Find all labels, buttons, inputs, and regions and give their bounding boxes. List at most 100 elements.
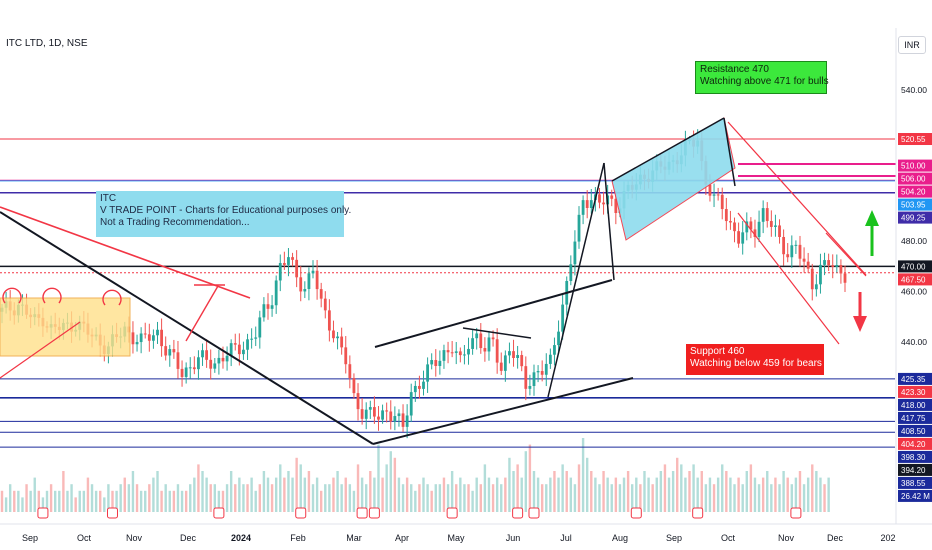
candle-body — [598, 194, 601, 203]
support-note: Support 460 Watching below 459 for bears — [686, 344, 824, 375]
candle-body — [143, 333, 147, 335]
bear-arrow-head — [853, 316, 867, 332]
volume-bar — [512, 471, 515, 512]
volume-bar — [569, 477, 573, 512]
candle-body — [790, 245, 794, 258]
pattern-circle — [102, 289, 122, 306]
volume-bar — [176, 484, 180, 512]
range-inner-line — [0, 321, 81, 379]
price-level-badge — [898, 437, 932, 450]
candle-body — [139, 333, 143, 343]
candle-body — [487, 337, 491, 352]
volume-bar — [319, 490, 323, 512]
candle-body — [385, 410, 389, 412]
time-tick-label: Dec — [180, 533, 197, 543]
volume-bar — [33, 477, 36, 512]
earnings-marker — [295, 507, 307, 519]
candle-body — [327, 310, 331, 331]
volume-bar — [471, 490, 474, 512]
drawings — [0, 117, 896, 445]
volume-bar — [225, 484, 229, 512]
down-channel-lower — [737, 212, 840, 345]
volume-bar — [8, 484, 12, 512]
price-level-badge — [898, 273, 932, 286]
earnings-marker — [512, 507, 524, 519]
volume-bar — [291, 477, 294, 512]
candle-body — [201, 350, 204, 358]
volume-bar — [274, 477, 278, 512]
volume-bar — [189, 484, 192, 512]
volume-bar — [794, 477, 798, 512]
pattern-circle — [2, 287, 22, 304]
volume-bar — [418, 484, 421, 512]
time-tick-label: 202 — [880, 533, 895, 543]
earnings-marker — [37, 507, 49, 519]
candle-body — [192, 367, 196, 370]
candle-body — [164, 346, 168, 356]
candle-body — [389, 411, 393, 422]
volume-bar — [737, 477, 740, 512]
candle-body — [405, 415, 409, 427]
volume-bar — [369, 471, 372, 512]
candle-body — [266, 304, 270, 309]
volume-bar — [21, 497, 24, 512]
candle-body — [287, 257, 290, 265]
price-level-label: 470.00 — [901, 262, 926, 271]
time-tick-label: Oct — [77, 533, 92, 543]
candle-body — [438, 360, 442, 366]
price-tick-label: 480.00 — [901, 236, 927, 246]
volume-bar — [328, 484, 331, 512]
candle-body — [332, 330, 335, 339]
candle-body — [352, 378, 356, 394]
candle-body — [794, 244, 798, 246]
candle-body — [233, 343, 237, 345]
volume-bar — [516, 464, 519, 512]
earnings-marker — [213, 507, 225, 519]
volume-bar — [70, 484, 73, 512]
volume-bar — [119, 484, 122, 512]
time-tick-label: Mar — [346, 533, 362, 543]
candle-body — [786, 254, 790, 258]
volume-bar — [573, 484, 577, 512]
short-trendline — [462, 327, 532, 339]
candle-body — [454, 351, 458, 353]
volume-bar — [336, 471, 339, 512]
price-axis: 540.00 480.00 460.00 440.00 520.55 510.00 506.… — [895, 28, 932, 524]
candle-body — [274, 280, 278, 306]
volume-bar — [639, 484, 642, 512]
volume-bar — [708, 477, 712, 512]
candle-body — [720, 194, 724, 210]
candle-body — [827, 260, 831, 266]
candle-body — [221, 357, 225, 362]
candle-body — [229, 343, 233, 356]
volume-bar — [217, 490, 221, 512]
candle-body — [499, 362, 503, 371]
volume-bar — [520, 477, 523, 512]
volume-bar — [0, 490, 4, 512]
candle-body — [557, 331, 560, 346]
candle-body — [197, 357, 200, 370]
volume-bar — [389, 451, 392, 512]
candle-body — [536, 371, 540, 373]
volume-bar — [365, 484, 368, 512]
volume-bar — [684, 477, 687, 512]
candle-body — [381, 410, 384, 420]
volume-bar — [348, 484, 352, 512]
volume-bar — [287, 471, 290, 512]
down-channel-upper — [727, 121, 867, 276]
currency-button[interactable]: INR — [898, 36, 926, 54]
candle-body — [491, 337, 495, 340]
volume-bar — [790, 484, 794, 512]
volume-bar — [806, 477, 810, 512]
candle-body — [250, 338, 254, 340]
candle-body — [769, 221, 773, 227]
candle-body — [336, 336, 339, 339]
price-level-badge — [898, 463, 932, 476]
candle-body — [708, 184, 712, 196]
black-uptrend-line — [372, 377, 634, 445]
price-level-badge — [898, 198, 932, 211]
volume-bar — [82, 490, 86, 512]
volume-bar — [307, 471, 311, 512]
volume-bar — [221, 490, 225, 512]
candle-body — [749, 221, 753, 230]
